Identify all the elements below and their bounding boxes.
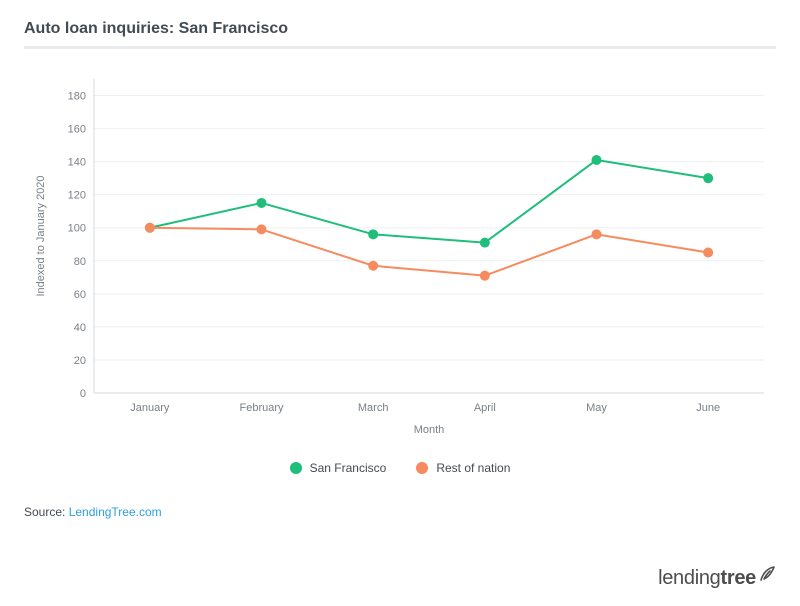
source-line: Source: LendingTree.com — [24, 505, 162, 519]
legend-item: Rest of nation — [416, 461, 510, 475]
svg-text:80: 80 — [74, 256, 86, 268]
svg-text:60: 60 — [74, 289, 86, 301]
logo-text-light: lending — [658, 567, 720, 589]
legend: San Francisco Rest of nation — [24, 461, 776, 475]
logo-text: lendingtree — [658, 567, 776, 589]
svg-text:February: February — [239, 402, 284, 414]
leaf-icon — [758, 565, 776, 589]
svg-text:140: 140 — [68, 157, 86, 169]
svg-text:180: 180 — [68, 91, 86, 103]
svg-text:0: 0 — [80, 388, 86, 400]
source-link[interactable]: LendingTree.com — [69, 505, 162, 519]
chart-container: Auto loan inquiries: San Francisco 0 20 40… — [0, 0, 800, 606]
svg-text:April: April — [474, 402, 496, 414]
logo-text-bold: tree — [721, 567, 757, 589]
svg-text:Indexed to January 2020: Indexed to January 2020 — [35, 175, 47, 296]
legend-label: Rest of nation — [436, 461, 510, 475]
legend-item: San Francisco — [290, 461, 387, 475]
svg-text:June: June — [696, 402, 720, 414]
title-rule — [24, 46, 776, 49]
svg-text:January: January — [130, 402, 170, 414]
svg-text:120: 120 — [68, 190, 86, 202]
svg-text:160: 160 — [68, 124, 86, 136]
svg-text:May: May — [586, 402, 607, 414]
lendingtree-logo: lendingtree — [658, 565, 776, 590]
svg-text:20: 20 — [74, 355, 86, 367]
footer: Source: LendingTree.com — [24, 505, 776, 519]
chart-area: 0 20 40 60 80 100 120 140 160 180 January February M… — [24, 63, 776, 443]
legend-label: San Francisco — [310, 461, 387, 475]
chart-title: Auto loan inquiries: San Francisco — [24, 20, 776, 38]
svg-text:Month: Month — [414, 424, 445, 436]
source-prefix: Source: — [24, 505, 69, 519]
line-chart: 0 20 40 60 80 100 120 140 160 180 January February M… — [24, 63, 776, 443]
svg-text:March: March — [358, 402, 389, 414]
svg-text:40: 40 — [74, 322, 86, 334]
legend-swatch — [416, 462, 428, 474]
legend-swatch — [290, 462, 302, 474]
svg-text:100: 100 — [68, 223, 86, 235]
